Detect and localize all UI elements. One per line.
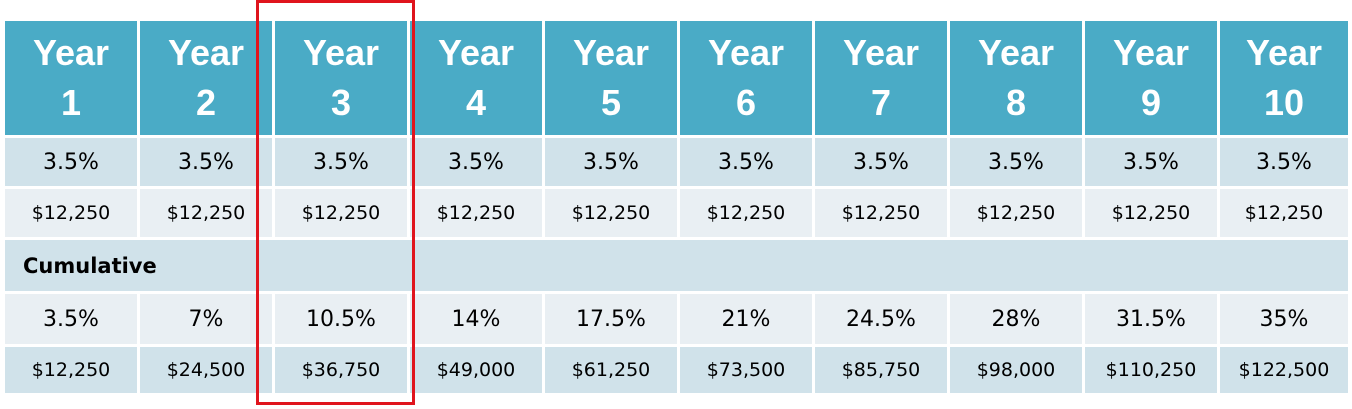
cumulative-rate-cell: 31.5%: [1082, 291, 1220, 347]
cumulative-rate-cell: 14%: [407, 291, 545, 347]
annual-rate-cell: 3.5%: [542, 135, 680, 189]
year-header: Year 8: [947, 18, 1085, 138]
cumulative-rate-cell: 7%: [137, 291, 275, 347]
header-row: Year 1 Year 2 Year 3 Year 4 Year 5 Year 6 Year…: [2, 18, 1351, 138]
cumulative-amount-cell: $110,250: [1082, 344, 1220, 396]
annual-rate-cell: 3.5%: [272, 135, 410, 189]
year-header: Year 2: [137, 18, 275, 138]
cumulative-amount-cell: $73,500: [677, 344, 815, 396]
annual-amount-cell: $12,250: [1217, 186, 1351, 240]
annual-amount-cell: $12,250: [812, 186, 950, 240]
annual-amount-cell: $12,250: [272, 186, 410, 240]
cumulative-amount-cell: $98,000: [947, 344, 1085, 396]
annual-amount-cell: $12,250: [947, 186, 1085, 240]
year-header: Year 10: [1217, 18, 1351, 138]
cumulative-amount-cell: $122,500: [1217, 344, 1351, 396]
cumulative-rate-row: 3.5% 7% 10.5% 14% 17.5% 21% 24.5% 28% 31…: [2, 291, 1351, 347]
cumulative-rate-cell: 3.5%: [2, 291, 140, 347]
cumulative-rate-cell: 35%: [1217, 291, 1351, 347]
cumulative-amount-cell: $61,250: [542, 344, 680, 396]
cumulative-rate-cell: 10.5%: [272, 291, 410, 347]
annual-rate-cell: 3.5%: [1082, 135, 1220, 189]
annual-rate-cell: 3.5%: [1217, 135, 1351, 189]
annual-rate-cell: 3.5%: [812, 135, 950, 189]
cumulative-amount-cell: $85,750: [812, 344, 950, 396]
annual-amount-row: $12,250 $12,250 $12,250 $12,250 $12,250 …: [2, 186, 1351, 240]
year-header: Year 6: [677, 18, 815, 138]
cumulative-rate-cell: 24.5%: [812, 291, 950, 347]
cumulative-label: Cumulative: [2, 237, 1351, 294]
cumulative-amount-cell: $12,250: [2, 344, 140, 396]
annual-rate-cell: 3.5%: [407, 135, 545, 189]
cumulative-amount-cell: $49,000: [407, 344, 545, 396]
annual-amount-cell: $12,250: [407, 186, 545, 240]
cumulative-amount-cell: $36,750: [272, 344, 410, 396]
annual-amount-cell: $12,250: [137, 186, 275, 240]
annual-rate-row: 3.5% 3.5% 3.5% 3.5% 3.5% 3.5% 3.5% 3.5% …: [2, 135, 1351, 189]
annual-amount-cell: $12,250: [2, 186, 140, 240]
year-header: Year 3: [272, 18, 410, 138]
annual-rate-cell: 3.5%: [2, 135, 140, 189]
year-header: Year 4: [407, 18, 545, 138]
cumulative-amount-cell: $24,500: [137, 344, 275, 396]
cumulative-section-row: Cumulative: [2, 237, 1351, 294]
cumulative-rate-cell: 17.5%: [542, 291, 680, 347]
annual-amount-cell: $12,250: [677, 186, 815, 240]
annual-rate-cell: 3.5%: [137, 135, 275, 189]
annual-amount-cell: $12,250: [1082, 186, 1220, 240]
annual-rate-cell: 3.5%: [947, 135, 1085, 189]
year-header: Year 7: [812, 18, 950, 138]
year-header: Year 9: [1082, 18, 1220, 138]
cumulative-rate-cell: 28%: [947, 291, 1085, 347]
annual-amount-cell: $12,250: [542, 186, 680, 240]
cumulative-table: Year 1 Year 2 Year 3 Year 4 Year 5 Year 6 Year…: [2, 18, 1351, 396]
cumulative-amount-row: $12,250 $24,500 $36,750 $49,000 $61,250 …: [2, 344, 1351, 396]
year-header: Year 5: [542, 18, 680, 138]
year-header: Year 1: [2, 18, 140, 138]
annual-rate-cell: 3.5%: [677, 135, 815, 189]
cumulative-rate-cell: 21%: [677, 291, 815, 347]
